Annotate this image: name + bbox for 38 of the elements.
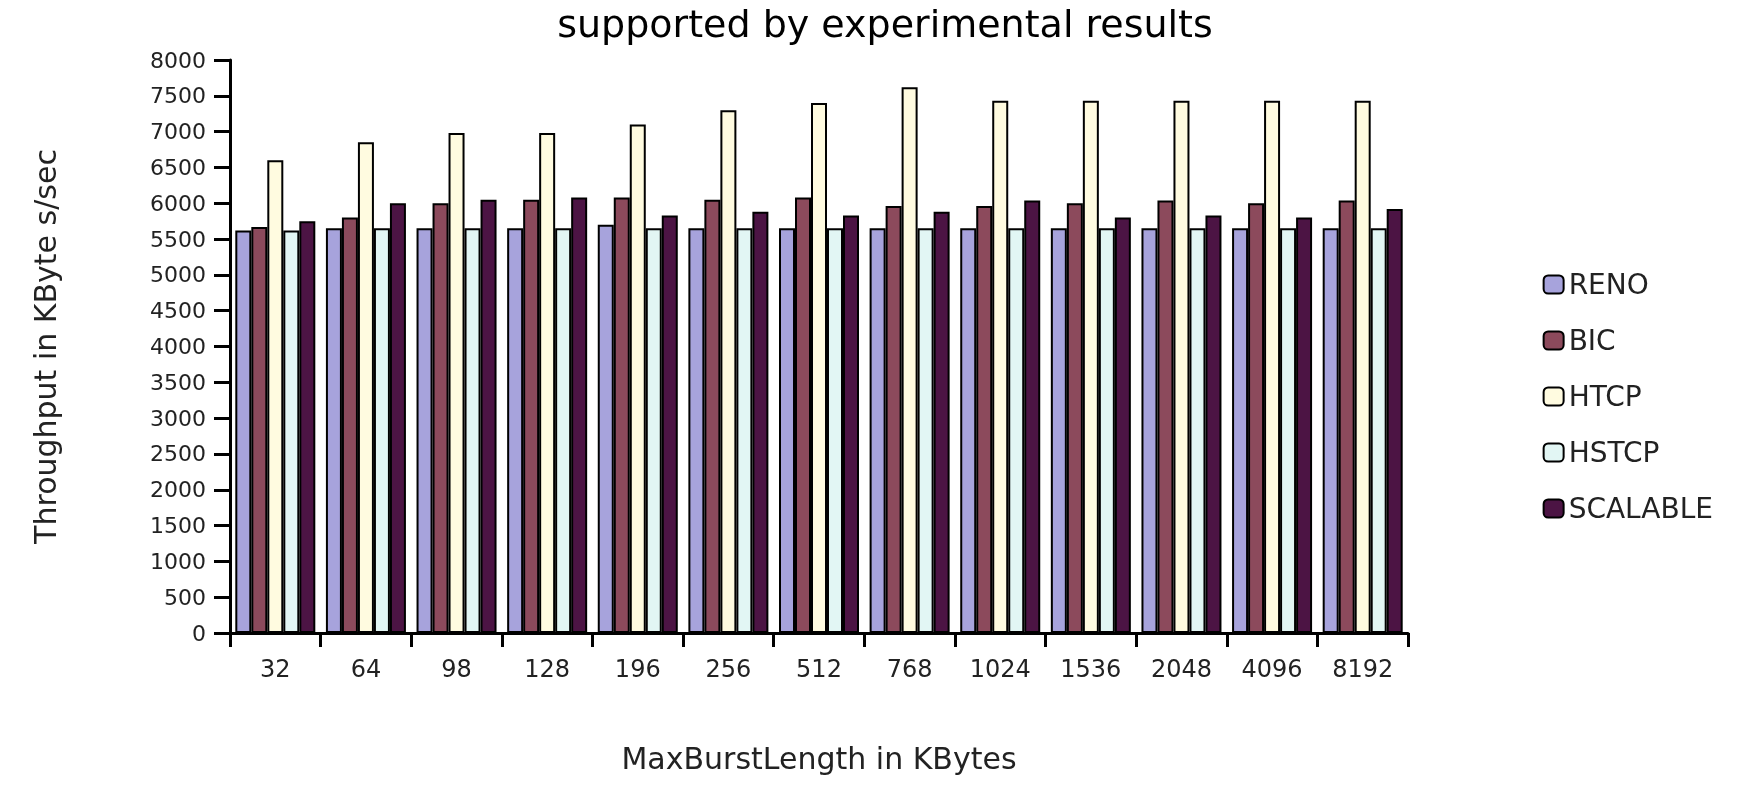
y-tick-label: 5500 [150, 226, 206, 252]
chart-title: supported by experimental results [557, 2, 1213, 46]
x-tick-label: 1024 [969, 655, 1031, 683]
y-tick-label: 4000 [150, 334, 206, 359]
x-tick-label: 512 [796, 655, 842, 683]
y-tick-label: 1000 [150, 548, 206, 574]
legend-label: BIC [1568, 324, 1616, 357]
y-tick-label: 2000 [150, 477, 206, 503]
y-tick-label: 7500 [150, 83, 206, 109]
legend-label: HSTCP [1568, 436, 1660, 469]
x-tick-label: 128 [524, 655, 571, 683]
y-tick-label: 6500 [150, 154, 206, 180]
y-tick-label: 7000 [150, 119, 206, 145]
legend-label: SCALABLE [1568, 492, 1713, 525]
x-tick-label: 98 [441, 655, 472, 683]
x-tick-label: 768 [886, 655, 933, 683]
x-tick-label: 2048 [1150, 655, 1212, 683]
x-tick-label: 196 [614, 655, 661, 683]
x-tick-label: 4096 [1241, 655, 1303, 683]
x-tick-label: 256 [705, 655, 752, 683]
y-tick-label: 3500 [150, 369, 206, 395]
y-tick-label: 6000 [150, 190, 206, 216]
y-tick-label: 2500 [150, 441, 206, 467]
y-tick-label: 3000 [150, 405, 206, 431]
x-tick-label: 64 [350, 655, 382, 683]
y-tick-label: 0 [192, 620, 206, 646]
y-axis-title: Throughput in KByte s/sec [27, 149, 63, 545]
legend-label: HTCP [1568, 380, 1642, 413]
y-tick-label: 8000 [150, 47, 206, 73]
y-tick-label: 1500 [150, 513, 206, 539]
x-axis-title: MaxBurstLength in KBytes [621, 740, 1017, 776]
x-tick-label: 1536 [1060, 655, 1122, 683]
y-tick-label: 4500 [150, 298, 206, 324]
legend-label: RENO [1568, 268, 1649, 301]
x-tick-label: 8192 [1332, 655, 1394, 683]
x-tick-label: 32 [260, 655, 291, 683]
y-tick-label: 5000 [150, 262, 206, 288]
y-tick-label: 500 [164, 584, 206, 610]
